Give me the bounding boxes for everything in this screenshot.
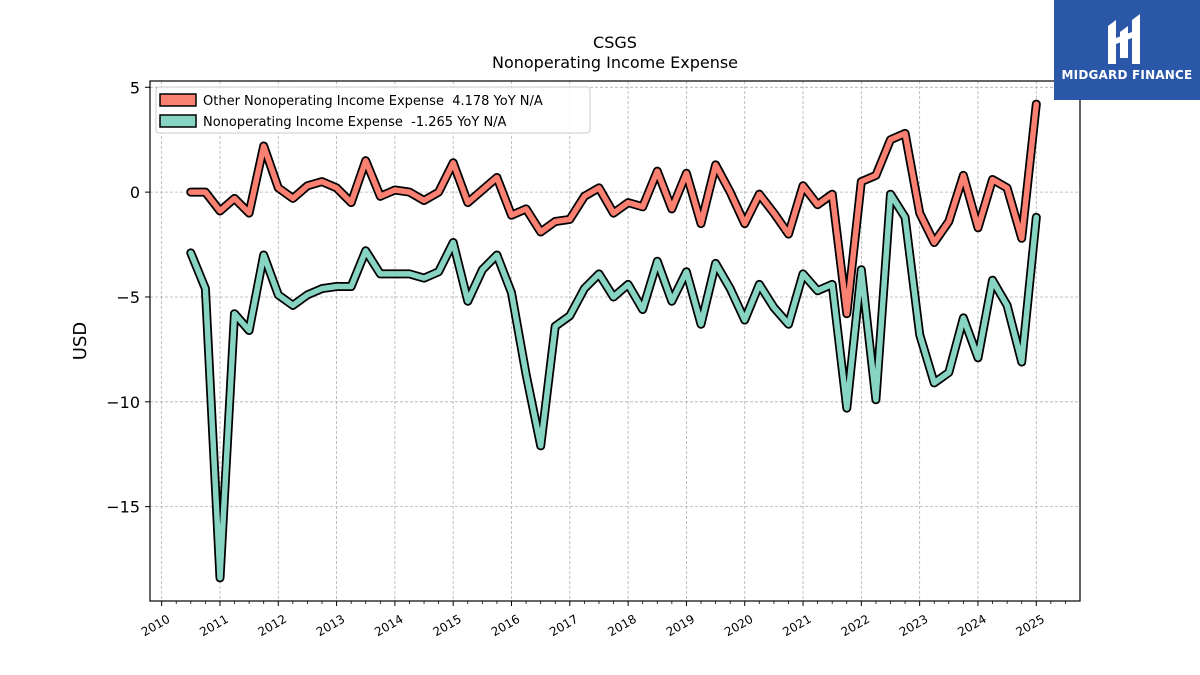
x-tick-label: 2025	[1014, 612, 1047, 639]
y-tick-label: −5	[116, 288, 140, 307]
x-tick-label: 2015	[430, 612, 463, 639]
x-tick-label: 2016	[489, 612, 522, 639]
grid	[150, 81, 1080, 601]
series-lines	[186, 99, 1041, 583]
x-tick-label: 2014	[372, 612, 405, 639]
legend-label-nonoperating: Nonoperating Income Expense -1.265 YoY N…	[203, 115, 507, 130]
series-line-1	[188, 191, 1040, 581]
x-tick-label: 2024	[955, 612, 988, 639]
x-tick-label: 2010	[139, 612, 172, 639]
legend-swatch-nonoperating	[159, 114, 197, 128]
y-tick-label: −10	[106, 393, 140, 412]
x-tick-label: 2018	[605, 612, 638, 639]
x-tick-label: 2012	[256, 612, 289, 639]
legend: Other Nonoperating Income Expense 4.178 …	[155, 86, 591, 134]
midgard-finance-logo: MIDGARD FINANCE	[1054, 0, 1200, 100]
x-tick-label: 2021	[780, 612, 813, 639]
y-tick-label: −15	[106, 498, 140, 517]
y-axis-label: USD	[70, 322, 91, 360]
plot-frame	[149, 80, 1081, 602]
midgard-logo-icon	[1108, 14, 1140, 64]
y-axis: 5 0 −5 −10 −15	[106, 78, 150, 517]
x-tick-label: 2022	[839, 612, 872, 639]
x-tick-label: 2019	[664, 612, 697, 639]
x-tick-label: 2023	[897, 612, 930, 639]
series-line-0	[188, 101, 1040, 317]
y-tick-label: 0	[130, 183, 140, 202]
x-tick-label: 2013	[314, 612, 347, 639]
x-tick-label: 2020	[722, 612, 755, 639]
chart-subtitle: Nonoperating Income Expense	[492, 53, 738, 72]
chart-title: CSGS	[593, 33, 637, 52]
y-tick-label: 5	[130, 78, 140, 97]
x-tick-label: 2017	[547, 612, 580, 639]
x-tick-label: 2011	[197, 612, 230, 639]
legend-swatch-other-nonoperating	[159, 93, 197, 107]
x-axis: 2010 2011 2012 2013 2014 2015 2016 2017 2018 2019…	[139, 601, 1066, 639]
logo-text: MIDGARD FINANCE	[1061, 68, 1193, 82]
legend-label-other-nonoperating: Other Nonoperating Income Expense 4.178 …	[203, 94, 543, 109]
legend-frame	[155, 86, 591, 134]
